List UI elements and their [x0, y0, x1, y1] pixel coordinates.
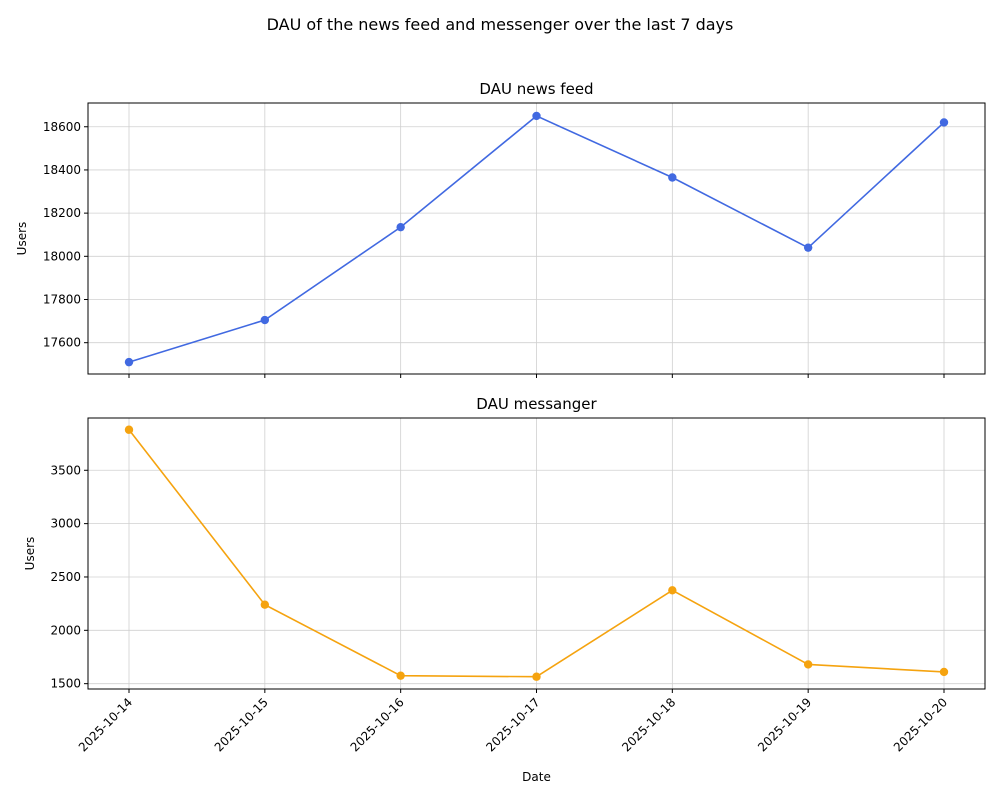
- data-point: [803, 660, 813, 669]
- y-axis-label: Users: [23, 537, 37, 571]
- data-point: [124, 357, 134, 367]
- panel-title: DAU messanger: [476, 395, 597, 413]
- y-tick-label: 17800: [43, 293, 81, 307]
- data-point: [260, 315, 270, 325]
- data-point: [396, 671, 405, 680]
- panel-title: DAU news feed: [479, 80, 593, 98]
- x-axis-label: Date: [522, 770, 551, 784]
- y-tick-label: 3500: [50, 463, 81, 477]
- chart-panel-2: 1500 2000 2500 3000 3500 2025-10-14 2025-10-15…: [23, 395, 986, 784]
- data-point: [396, 222, 405, 232]
- y-tick-label: 17600: [43, 336, 81, 350]
- x-tick-label: 2025-10-19: [755, 695, 814, 754]
- x-tick-label: 2025-10-16: [348, 695, 407, 754]
- y-axis-label: Users: [15, 222, 29, 256]
- y-tick-label: 2500: [50, 570, 81, 584]
- x-tick-label: 2025-10-20: [891, 695, 950, 754]
- data-point: [260, 600, 270, 609]
- data-point: [124, 425, 134, 434]
- data-point: [532, 111, 541, 121]
- figure-title: DAU of the news feed and messenger over …: [267, 15, 734, 34]
- data-point: [668, 173, 677, 182]
- plot-frame: [87, 102, 986, 375]
- x-tick-label: 2025-10-15: [212, 695, 271, 754]
- data-point: [939, 667, 949, 677]
- x-tick-label: 2025-10-17: [483, 695, 542, 754]
- y-tick-label: 3000: [50, 517, 81, 531]
- data-point: [668, 586, 677, 595]
- y-tick-label: 18600: [43, 120, 81, 134]
- plot-frame: [87, 417, 986, 690]
- chart-panel-1: 17600 17800 18000 18200 18400 18600 DAU news f…: [15, 80, 986, 378]
- y-tick-label: 18000: [43, 249, 81, 263]
- data-point: [803, 243, 813, 252]
- data-point: [939, 118, 949, 127]
- y-tick-label: 18200: [43, 206, 81, 220]
- data-point: [532, 672, 541, 681]
- y-tick-label: 18400: [43, 163, 81, 177]
- y-tick-label: 2000: [50, 623, 81, 637]
- x-tick-label: 2025-10-14: [76, 695, 135, 754]
- x-tick-label: 2025-10-18: [619, 695, 678, 754]
- y-tick-label: 1500: [50, 677, 81, 691]
